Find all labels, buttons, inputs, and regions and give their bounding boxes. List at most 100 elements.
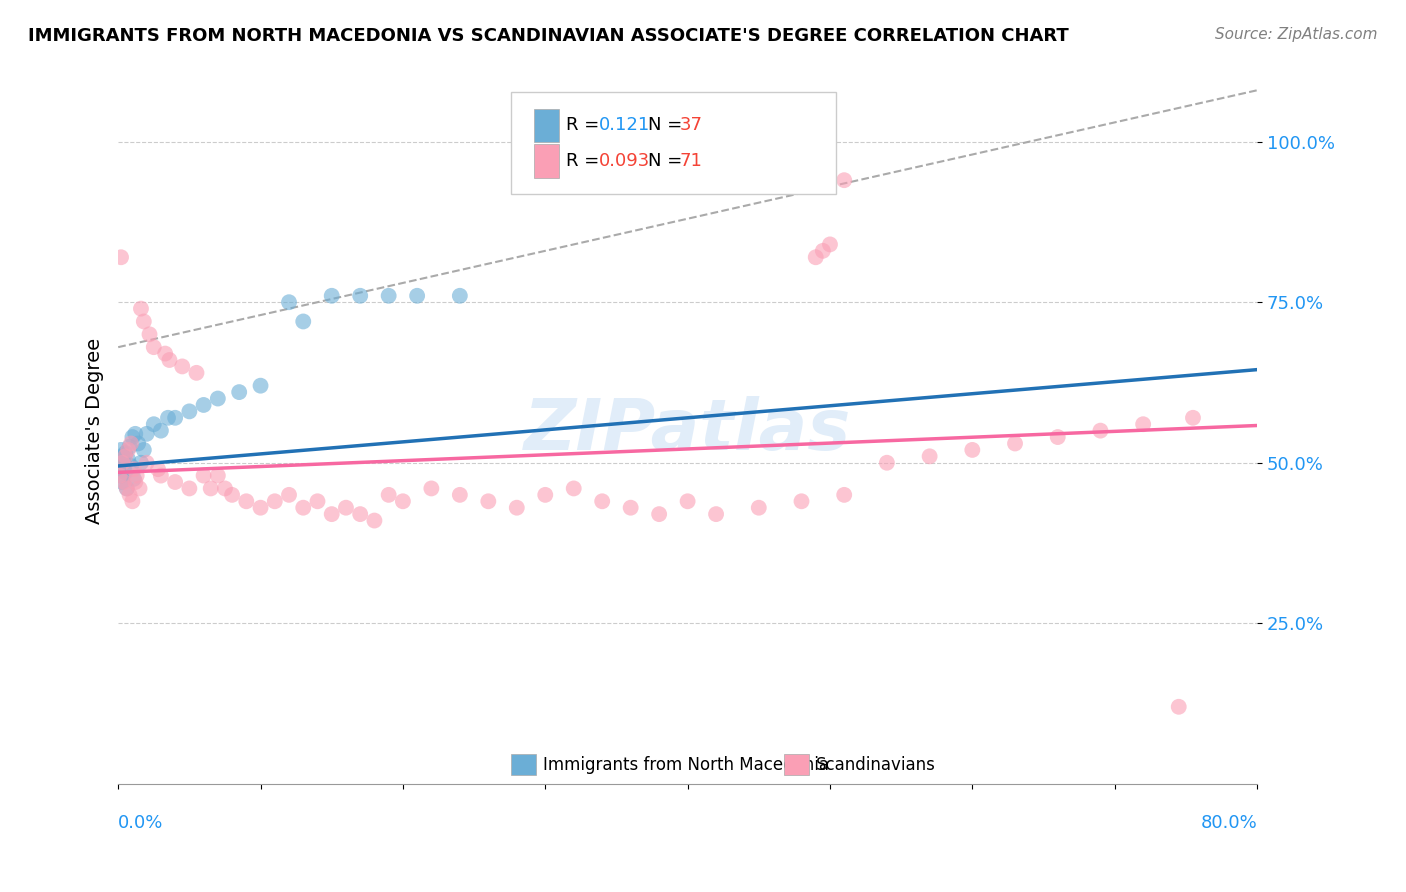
Point xyxy=(249,500,271,515)
Point xyxy=(449,289,471,303)
Point xyxy=(207,468,229,483)
Point xyxy=(149,468,172,483)
Text: R =: R = xyxy=(565,152,605,169)
Point xyxy=(121,494,143,508)
Point xyxy=(648,507,671,521)
Point xyxy=(804,250,827,264)
Text: 0.121: 0.121 xyxy=(599,117,650,135)
Point xyxy=(114,466,136,480)
Point xyxy=(115,482,138,496)
Point xyxy=(108,458,131,473)
Text: 0.0%: 0.0% xyxy=(118,814,163,832)
Point xyxy=(228,385,250,400)
Point xyxy=(122,472,145,486)
Point xyxy=(676,494,699,508)
Point xyxy=(111,475,134,489)
Point xyxy=(111,456,134,470)
Point xyxy=(207,392,229,406)
Point xyxy=(179,482,201,496)
Point xyxy=(321,289,343,303)
Point xyxy=(620,500,643,515)
Point xyxy=(114,450,136,464)
Point xyxy=(790,494,813,508)
Point xyxy=(392,494,415,508)
Point xyxy=(349,507,371,521)
Point xyxy=(142,417,165,432)
Point xyxy=(832,173,855,187)
Text: N =: N = xyxy=(648,117,688,135)
Point xyxy=(335,500,357,515)
Point xyxy=(138,327,160,342)
Point xyxy=(1181,410,1204,425)
Point xyxy=(149,424,172,438)
Point xyxy=(406,289,429,303)
Point xyxy=(108,452,131,467)
Point xyxy=(128,482,150,496)
Point xyxy=(349,289,371,303)
Point xyxy=(249,378,271,392)
Point xyxy=(120,458,142,473)
Point xyxy=(918,450,941,464)
Point xyxy=(1090,424,1112,438)
Point xyxy=(117,442,139,457)
Text: Immigrants from North Macedonia: Immigrants from North Macedonia xyxy=(543,756,830,773)
Point xyxy=(112,456,135,470)
Point xyxy=(818,237,841,252)
Point xyxy=(377,488,399,502)
Point xyxy=(200,482,222,496)
Bar xyxy=(534,109,560,143)
Point xyxy=(1132,417,1154,432)
Text: N =: N = xyxy=(648,152,688,169)
Point xyxy=(321,507,343,521)
Point xyxy=(129,456,152,470)
Point xyxy=(179,404,201,418)
Text: 0.093: 0.093 xyxy=(599,152,650,169)
Point xyxy=(1004,436,1026,450)
Point xyxy=(193,468,215,483)
Text: Source: ZipAtlas.com: Source: ZipAtlas.com xyxy=(1215,27,1378,42)
Point xyxy=(146,462,169,476)
Point xyxy=(132,442,155,457)
Point xyxy=(129,301,152,316)
Point xyxy=(124,475,146,489)
Point xyxy=(112,462,135,476)
Point xyxy=(132,314,155,328)
Text: IMMIGRANTS FROM NORTH MACEDONIA VS SCANDINAVIAN ASSOCIATE'S DEGREE CORRELATION C: IMMIGRANTS FROM NORTH MACEDONIA VS SCAND… xyxy=(28,27,1069,45)
FancyBboxPatch shape xyxy=(512,92,835,194)
Point xyxy=(121,430,143,444)
Point xyxy=(876,456,898,470)
Point xyxy=(165,475,187,489)
Text: ZIPatlas: ZIPatlas xyxy=(524,396,851,465)
Point xyxy=(278,488,301,502)
Text: 80.0%: 80.0% xyxy=(1201,814,1257,832)
Point xyxy=(704,507,727,521)
Point xyxy=(186,366,208,380)
Point xyxy=(159,353,181,368)
Point xyxy=(449,488,471,502)
Point xyxy=(534,488,557,502)
Point xyxy=(235,494,257,508)
Point xyxy=(477,494,499,508)
Bar xyxy=(785,754,810,775)
Point xyxy=(111,450,134,464)
Point xyxy=(108,468,131,483)
Point xyxy=(278,295,301,310)
Y-axis label: Associate's Degree: Associate's Degree xyxy=(86,337,104,524)
Point xyxy=(748,500,770,515)
Point xyxy=(1167,699,1189,714)
Point xyxy=(562,482,585,496)
Point xyxy=(127,436,149,450)
Point xyxy=(292,500,315,515)
Point xyxy=(110,442,132,457)
Point xyxy=(420,482,443,496)
Bar xyxy=(512,754,536,775)
Point xyxy=(125,468,148,483)
Point xyxy=(307,494,329,508)
Point xyxy=(118,440,141,454)
Point xyxy=(591,494,613,508)
Point xyxy=(377,289,399,303)
Point xyxy=(124,426,146,441)
Point xyxy=(221,488,243,502)
Point xyxy=(122,462,145,476)
Point xyxy=(962,442,984,457)
